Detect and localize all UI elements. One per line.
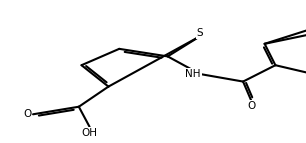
Text: O: O bbox=[247, 101, 255, 111]
Text: S: S bbox=[197, 28, 203, 38]
Text: NH: NH bbox=[185, 69, 201, 79]
Text: O: O bbox=[23, 109, 31, 119]
Text: OH: OH bbox=[82, 128, 98, 138]
